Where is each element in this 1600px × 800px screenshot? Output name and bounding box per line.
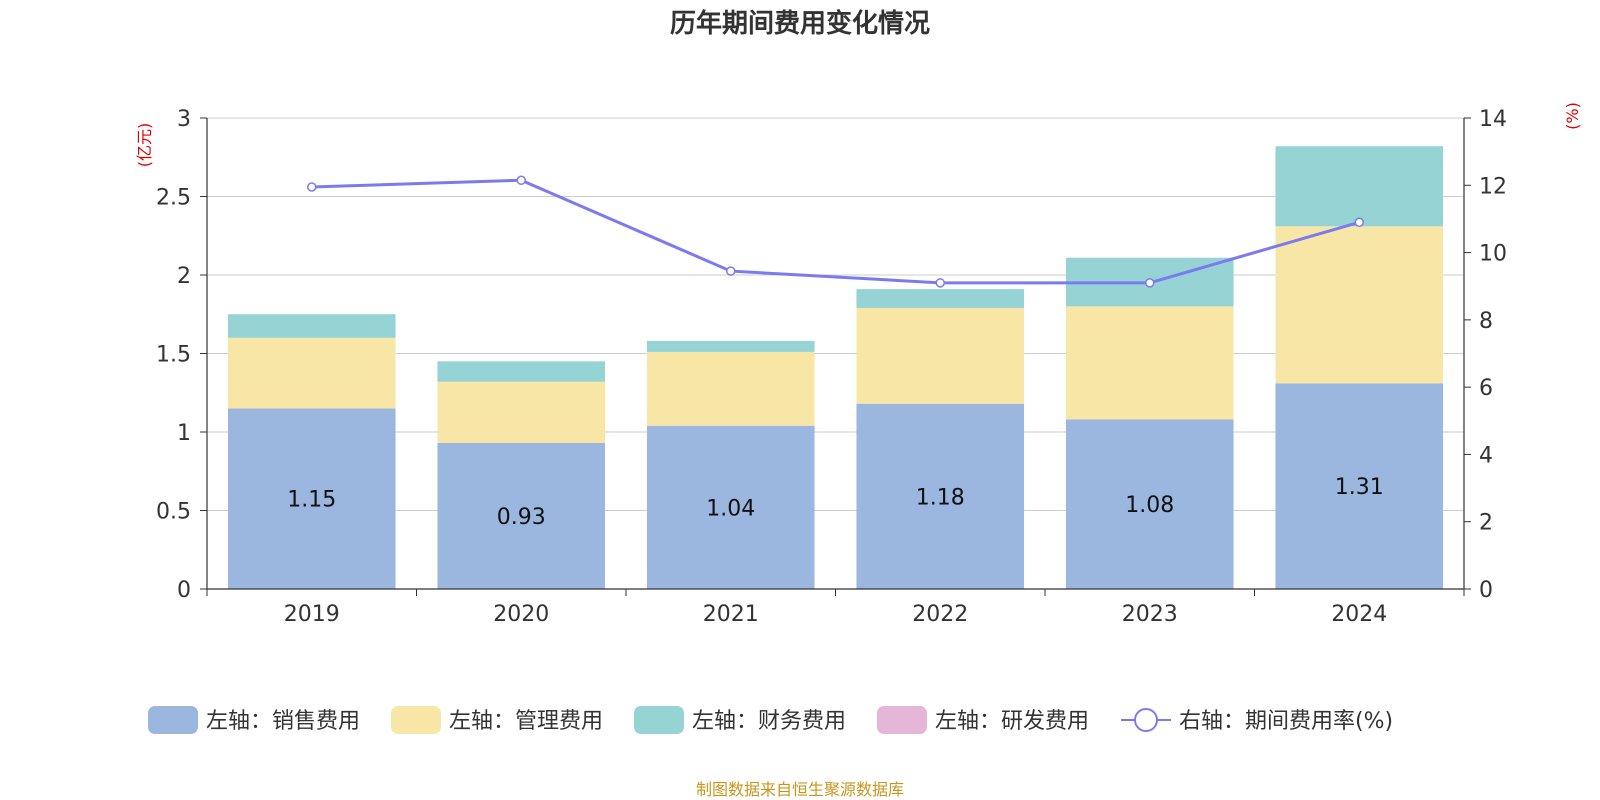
left-axis-tick-label: 0.5 bbox=[156, 500, 191, 525]
left-axis-tick-label: 0 bbox=[177, 578, 191, 603]
bar-value-label: 0.93 bbox=[497, 505, 546, 530]
bar-value-label: 1.08 bbox=[1125, 493, 1174, 518]
bar-segment bbox=[227, 408, 396, 589]
legend-swatch bbox=[148, 706, 198, 734]
legend-label: 左轴：管理费用 bbox=[449, 709, 603, 734]
bar-value-label: 1.04 bbox=[706, 496, 755, 521]
legend: 左轴：销售费用 左轴：管理费用 左轴：财务费用 左轴：研发费用 右轴：期间费用率(%) bbox=[148, 706, 1393, 734]
rate-point bbox=[1354, 217, 1364, 228]
rate-point bbox=[307, 182, 317, 192]
right-axis-tick-label: 0 bbox=[1479, 578, 1493, 603]
bar-segment bbox=[1065, 306, 1234, 420]
legend-label: 左轴：研发费用 bbox=[935, 709, 1089, 734]
left-axis-tick-label: 2 bbox=[177, 264, 191, 289]
legend-label: 左轴：财务费用 bbox=[692, 709, 846, 734]
legend-marker bbox=[1134, 708, 1158, 732]
right-axis-tick-label: 14 bbox=[1479, 107, 1507, 132]
legend-swatch bbox=[391, 706, 441, 734]
bar-segment bbox=[856, 289, 1025, 308]
right-axis-tick-label: 4 bbox=[1479, 443, 1493, 468]
left-axis-tick-label: 3 bbox=[177, 107, 191, 132]
bar-segment bbox=[646, 340, 815, 352]
stacked-bars: 1.15 0.93 1.04 1.18 1.08 1.31 bbox=[227, 146, 1444, 589]
bar-segment bbox=[646, 351, 815, 426]
bar-segment bbox=[856, 307, 1025, 404]
bar-segment bbox=[437, 442, 606, 589]
bar-segment bbox=[1065, 419, 1234, 589]
legend-swatch bbox=[877, 706, 927, 734]
bar-segment bbox=[227, 337, 396, 409]
rate-line-path bbox=[311, 178, 1360, 285]
legend-label: 右轴：期间费用率(%) bbox=[1179, 709, 1393, 734]
bar-value-label: 1.15 bbox=[287, 488, 336, 513]
bar-segment bbox=[227, 314, 396, 338]
bar-segment bbox=[856, 403, 1025, 589]
bar-segment bbox=[646, 425, 815, 589]
left-axis-tick-label: 2.5 bbox=[156, 186, 191, 211]
x-axis-tick-label: 2021 bbox=[703, 602, 759, 627]
bar-segment bbox=[437, 381, 606, 443]
rate-point bbox=[516, 175, 526, 185]
left-axis-unit: (亿元) bbox=[135, 123, 154, 168]
expense-rate-line bbox=[307, 175, 1364, 288]
rate-point bbox=[1145, 278, 1155, 288]
right-axis-tick-label: 6 bbox=[1479, 376, 1493, 401]
bar-segment bbox=[1275, 146, 1444, 227]
legend-swatch bbox=[634, 706, 684, 734]
x-axis-tick-label: 2019 bbox=[284, 602, 340, 627]
right-axis-tick-label: 10 bbox=[1479, 242, 1507, 267]
bar-value-label: 1.31 bbox=[1335, 475, 1384, 500]
x-axis-tick-label: 2020 bbox=[493, 602, 549, 627]
right-axis-unit: (%) bbox=[1563, 102, 1582, 130]
x-axis-tick-label: 2023 bbox=[1122, 602, 1178, 627]
bar-segment bbox=[437, 361, 606, 382]
rate-point bbox=[726, 266, 736, 276]
bar-segment bbox=[1275, 383, 1444, 589]
data-source-note: 制图数据来自恒生聚源数据库 bbox=[696, 780, 904, 799]
axes: 0 0.5 1 1.5 2 2.5 3 0 2 4 6 8 10 12 14 2019 2020 2021 2022… bbox=[156, 107, 1507, 627]
bar-value-label: 1.18 bbox=[916, 485, 965, 510]
right-axis-tick-label: 12 bbox=[1479, 174, 1507, 199]
x-axis-tick-label: 2024 bbox=[1331, 602, 1387, 627]
chart-title: 历年期间费用变化情况 bbox=[670, 8, 930, 39]
x-axis-tick-label: 2022 bbox=[912, 602, 968, 627]
right-axis-tick-label: 8 bbox=[1479, 309, 1493, 334]
left-axis-tick-label: 1 bbox=[177, 421, 191, 446]
left-axis-tick-label: 1.5 bbox=[156, 343, 191, 368]
grid-lines bbox=[207, 117, 1464, 511]
legend-label: 左轴：销售费用 bbox=[206, 709, 360, 734]
rate-point bbox=[935, 278, 945, 288]
right-axis-tick-label: 2 bbox=[1479, 511, 1493, 536]
bar-segment bbox=[1275, 226, 1444, 384]
